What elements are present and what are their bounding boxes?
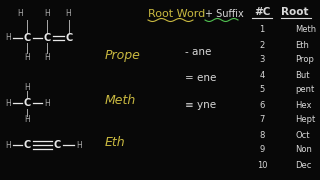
- Text: Hept: Hept: [295, 116, 315, 125]
- Text: C: C: [23, 98, 31, 108]
- Text: Meth: Meth: [295, 26, 316, 35]
- Text: H: H: [65, 10, 71, 19]
- Text: 1: 1: [260, 26, 265, 35]
- Text: 2: 2: [260, 40, 265, 50]
- Text: Root: Root: [281, 7, 309, 17]
- Text: H: H: [5, 141, 11, 150]
- Text: 5: 5: [260, 86, 265, 94]
- Text: H: H: [76, 141, 82, 150]
- Text: H: H: [44, 10, 50, 19]
- Text: + Suffix: + Suffix: [205, 9, 244, 19]
- Text: 8: 8: [259, 130, 265, 140]
- Text: ≡ yne: ≡ yne: [185, 100, 216, 110]
- Text: 3: 3: [259, 55, 265, 64]
- Text: Dec: Dec: [295, 161, 311, 170]
- Text: 6: 6: [259, 100, 265, 109]
- Text: C: C: [23, 140, 31, 150]
- Text: Oct: Oct: [295, 130, 309, 140]
- Text: 7: 7: [259, 116, 265, 125]
- Text: C: C: [65, 33, 73, 43]
- Text: Non: Non: [295, 145, 312, 154]
- Text: H: H: [5, 33, 11, 42]
- Text: H: H: [44, 98, 50, 107]
- Text: H: H: [24, 53, 30, 62]
- Text: = ene: = ene: [185, 73, 216, 83]
- Text: C: C: [53, 140, 60, 150]
- Text: H: H: [24, 116, 30, 125]
- Text: 9: 9: [260, 145, 265, 154]
- Text: H: H: [17, 10, 23, 19]
- Text: #C: #C: [254, 7, 270, 17]
- Text: pent: pent: [295, 86, 314, 94]
- Text: Meth: Meth: [105, 93, 136, 107]
- Text: Eth: Eth: [105, 136, 126, 150]
- Text: Hex: Hex: [295, 100, 311, 109]
- Text: 10: 10: [257, 161, 267, 170]
- Text: H: H: [24, 82, 30, 91]
- Text: - ane: - ane: [185, 47, 212, 57]
- Text: But: But: [295, 71, 309, 80]
- Text: Root Word: Root Word: [148, 9, 205, 19]
- Text: Prope: Prope: [105, 48, 141, 62]
- Text: C: C: [23, 33, 31, 43]
- Text: Prop: Prop: [295, 55, 314, 64]
- Text: Eth: Eth: [295, 40, 309, 50]
- Text: H: H: [44, 53, 50, 62]
- Text: H: H: [5, 98, 11, 107]
- Text: 4: 4: [260, 71, 265, 80]
- Text: C: C: [44, 33, 51, 43]
